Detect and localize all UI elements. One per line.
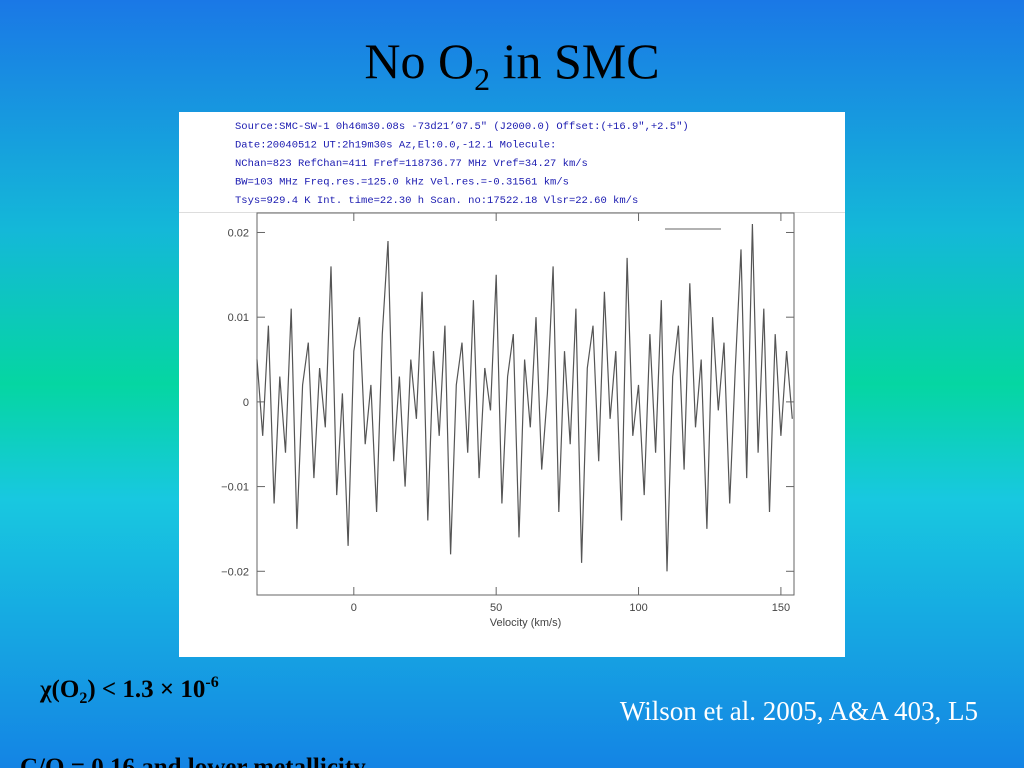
result-part: χ(O (39, 676, 79, 703)
x-tick-label: 50 (490, 602, 502, 614)
x-tick-label: 100 (629, 602, 647, 614)
slide-title: No O2 in SMC (364, 33, 659, 97)
spectrum-line (256, 223, 793, 572)
header-line: NChan=823 RefChan=411 Fref=118736.77 MHz… (235, 158, 588, 170)
y-tick-label: −0.01 (221, 482, 249, 494)
header-line: Date:20040512 UT:2h19m30s Az,El:0.0,-12.… (235, 140, 556, 152)
citation: Wilson et al. 2005, A&A 403, L5 (620, 696, 978, 726)
x-axis-label: Velocity (km/s) (490, 617, 562, 629)
result-superscript: -6 (205, 674, 218, 691)
header-line: BW=103 MHz Freq.res.=125.0 kHz Vel.res.=… (235, 177, 569, 189)
y-tick-label: 0.01 (228, 312, 249, 324)
title-subscript: 2 (474, 61, 490, 97)
y-tick-label: −0.02 (221, 566, 249, 578)
result-part: ) < 1.3 × 10 (87, 676, 205, 703)
title-part: No O (364, 33, 474, 89)
y-tick-label: 0.02 (228, 227, 249, 239)
result-subscript: 2 (79, 690, 87, 707)
x-tick-label: 0 (351, 602, 357, 614)
header-line: Source:SMC-SW-1 0h46m30.08s -73d21’07.5"… (235, 121, 689, 133)
figure-background (179, 112, 845, 657)
header-line: Tsys=929.4 K Int. time=22.30 h Scan. no:… (235, 195, 638, 207)
result-text: χ(O2) < 1.3 × 10-6 (39, 674, 219, 707)
footer-text: C/O = 0.16 and lower metallicity (20, 754, 366, 768)
plot-frame (256, 212, 795, 596)
title-part: in SMC (490, 33, 660, 89)
x-tick-label: 150 (772, 602, 790, 614)
y-tick-label: 0 (243, 397, 249, 409)
